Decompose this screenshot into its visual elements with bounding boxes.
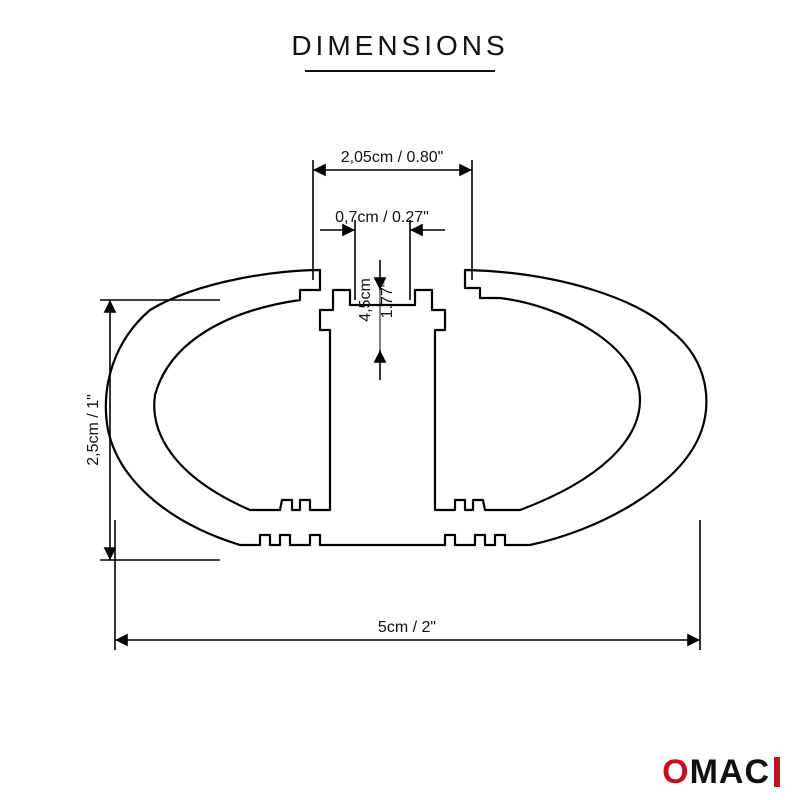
dim-slot-depth-in: 1.77": [379, 282, 396, 319]
logo-accent-bar: [774, 757, 780, 787]
dim-top-outer-label: 2,05cm / 0.80": [341, 149, 444, 166]
dim-top-inner-label: 0,7cm / 0.27": [335, 209, 429, 226]
dim-width-total: 5cm / 2": [115, 520, 700, 650]
profile-outline: [106, 270, 707, 545]
dim-height-total: 2,5cm / 1": [85, 300, 220, 560]
logo-o: O: [662, 753, 689, 791]
logo-rest: MAC: [690, 753, 770, 791]
dimension-drawing: 5cm / 2" 2,5cm / 1" 2,05cm / 0.80" 0,7cm…: [0, 0, 800, 800]
dim-width-total-label: 5cm / 2": [378, 619, 436, 636]
dim-slot-depth-cm: 4,5cm: [357, 278, 374, 322]
dim-slot-depth: 4,5cm 1.77": [357, 260, 396, 380]
brand-logo: OMAC: [662, 753, 780, 792]
dim-height-total-label: 2,5cm / 1": [85, 394, 102, 465]
